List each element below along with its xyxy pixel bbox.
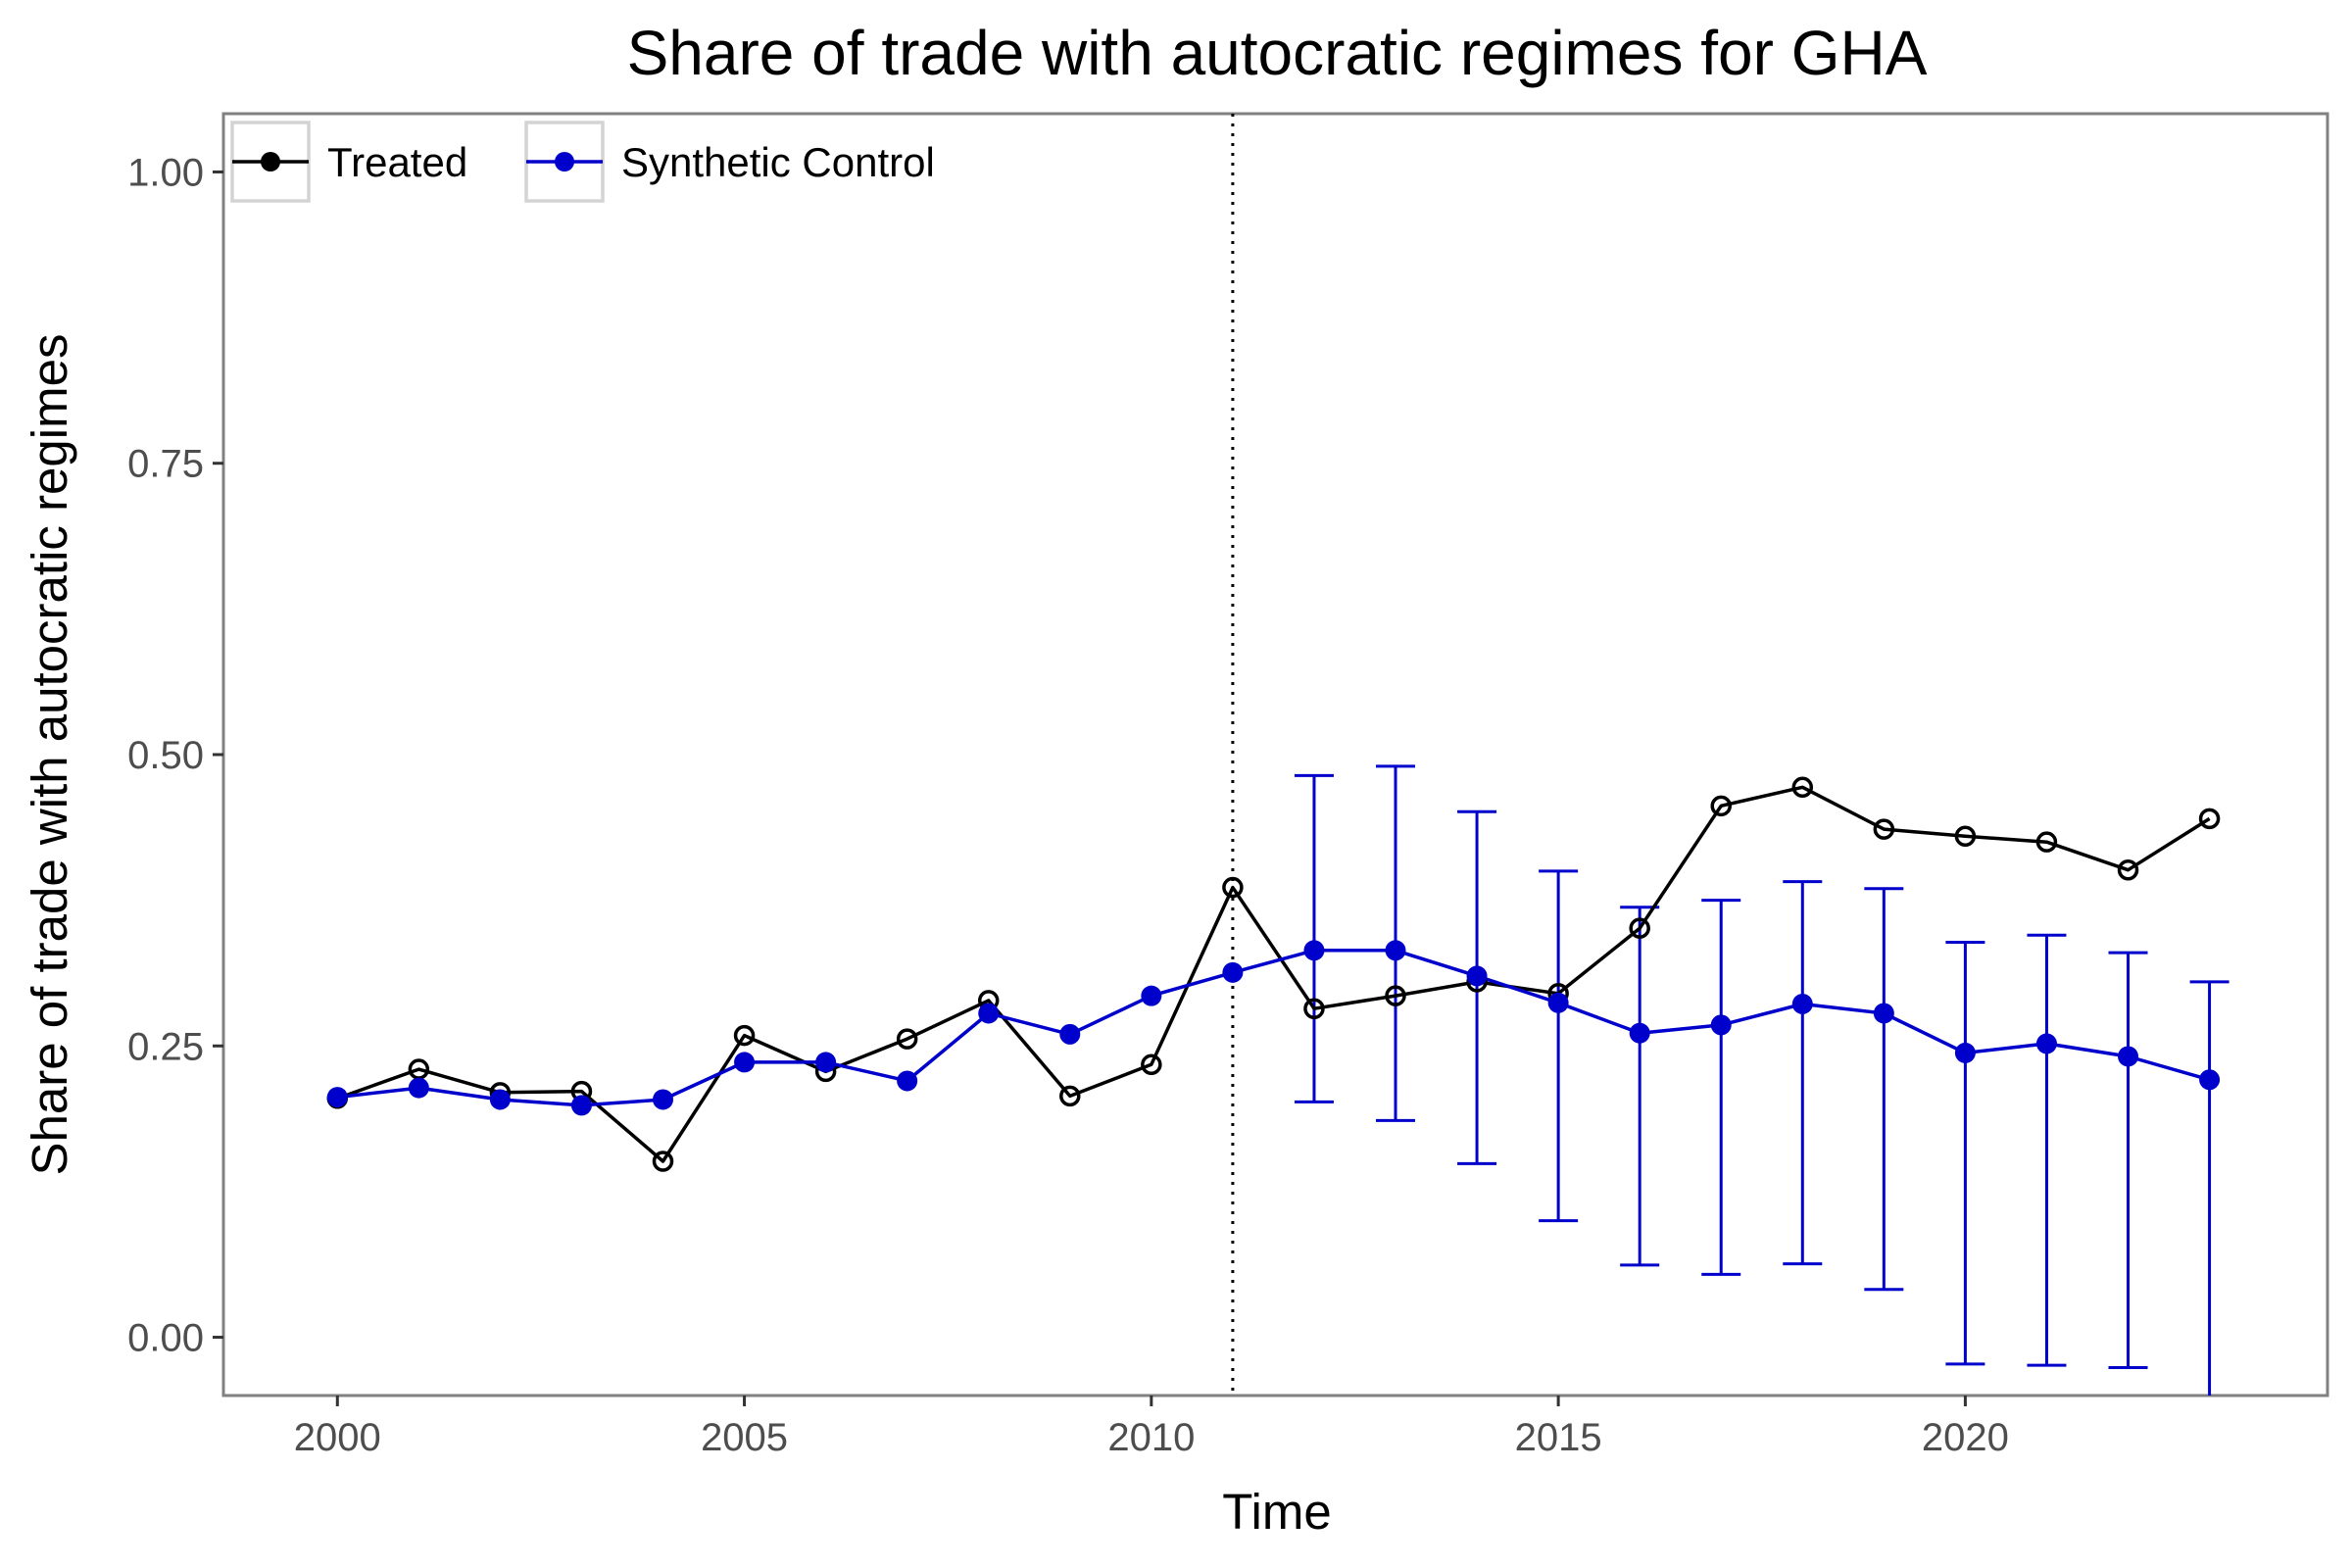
data-point-treated [1791, 776, 1814, 799]
data-point-treated [2198, 808, 2221, 830]
data-point-synthetic-control [815, 1052, 837, 1073]
x-tick-label: 2010 [1107, 1416, 1195, 1459]
x-axis: 2000 2005 2010 2015 2020 [294, 1396, 2009, 1459]
data-point-treated [1303, 998, 1325, 1019]
y-tick-label: 0.00 [127, 1317, 204, 1360]
data-point-synthetic-control [1791, 993, 1813, 1014]
y-axis-label: Share of trade with autocratic regimes [22, 334, 77, 1176]
data-point-synthetic-control [1141, 985, 1162, 1006]
data-point-synthetic-control [408, 1077, 429, 1099]
data-point-synthetic-control [1466, 965, 1488, 987]
error-bars-layer [1294, 764, 2230, 1396]
data-point-synthetic-control [1385, 940, 1406, 961]
chart-title: Share of trade with autocratic regimes f… [627, 18, 1928, 88]
x-axis-label: Time [1222, 1484, 1331, 1540]
legend-key-marker [555, 152, 574, 172]
legend-key-marker [261, 152, 280, 172]
data-point-synthetic-control [326, 1087, 348, 1108]
data-point-synthetic-control [2199, 1069, 2221, 1091]
data-point-synthetic-control [489, 1089, 511, 1110]
data-point-synthetic-control [1303, 940, 1325, 961]
data-point-synthetic-control [570, 1095, 592, 1116]
data-point-synthetic-control [1873, 1003, 1894, 1024]
legend: Treated Synthetic Control [225, 116, 990, 206]
data-point-synthetic-control [653, 1089, 674, 1110]
data-point-treated [1385, 985, 1406, 1006]
y-tick-label: 0.75 [127, 443, 204, 486]
data-point-synthetic-control [978, 1003, 1000, 1024]
data-point-synthetic-control [897, 1070, 918, 1092]
data-point-synthetic-control [1710, 1014, 1732, 1036]
data-point-treated [1873, 818, 1895, 840]
legend-background [225, 116, 990, 206]
y-tick-label: 0.50 [127, 734, 204, 777]
data-point-synthetic-control [2118, 1046, 2139, 1067]
data-point-treated [1141, 1054, 1162, 1076]
data-point-treated [652, 1151, 674, 1172]
data-point-synthetic-control [1629, 1022, 1650, 1044]
data-point-synthetic-control [1547, 992, 1569, 1013]
y-tick-label: 0.25 [127, 1025, 204, 1068]
data-point-treated [733, 1024, 756, 1047]
legend-label: Treated [327, 139, 467, 185]
series-lines-layer [336, 785, 2211, 1163]
x-tick-label: 2020 [1922, 1416, 2009, 1459]
plot-panel [221, 112, 2329, 1397]
x-tick-label: 2000 [294, 1416, 381, 1459]
legend-label: Synthetic Control [621, 139, 935, 185]
data-point-treated [896, 1028, 918, 1050]
data-point-synthetic-control [1222, 961, 1244, 983]
x-tick-label: 2015 [1515, 1416, 1602, 1459]
x-tick-label: 2005 [701, 1416, 788, 1459]
series-points-layer [326, 776, 2221, 1172]
series-line-treated [336, 785, 2211, 1163]
data-point-synthetic-control [1059, 1023, 1081, 1045]
data-point-treated [1710, 795, 1732, 817]
data-point-synthetic-control [1954, 1042, 1976, 1063]
data-point-treated [1954, 825, 1977, 847]
data-point-treated [2035, 831, 2058, 853]
series-line-synthetic-control [337, 949, 2211, 1107]
data-point-synthetic-control [2035, 1033, 2057, 1054]
data-point-treated [1059, 1085, 1081, 1107]
y-axis: 0.00 0.25 0.50 0.75 1.00 [127, 151, 223, 1360]
data-point-treated [1222, 876, 1244, 899]
data-point-treated [2117, 858, 2139, 881]
data-point-treated [1629, 917, 1650, 939]
y-tick-label: 1.00 [127, 151, 204, 194]
data-point-synthetic-control [734, 1052, 756, 1073]
